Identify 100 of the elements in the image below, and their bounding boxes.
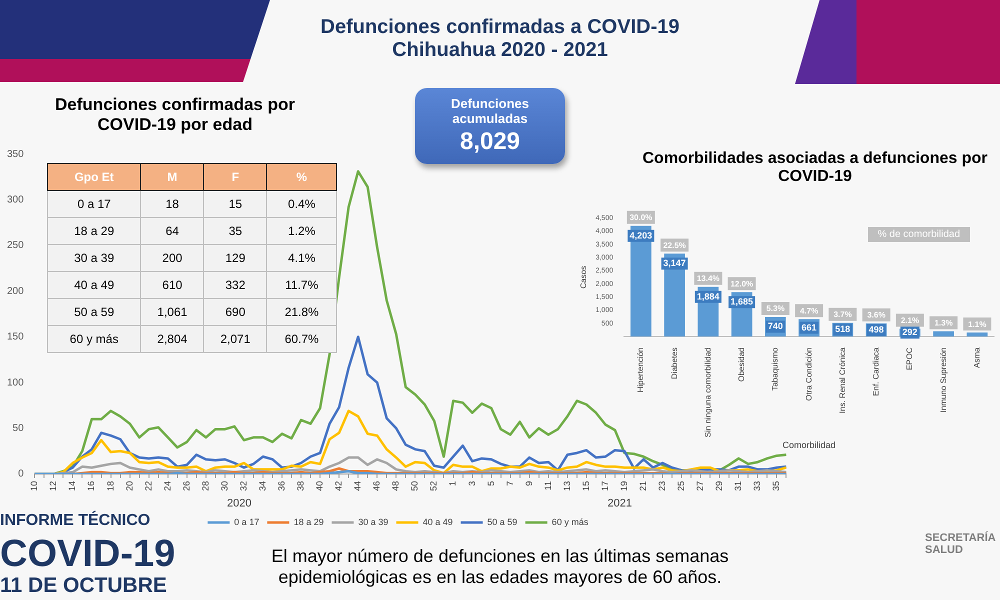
- category-label: %: [266, 164, 336, 190]
- x-tick-label: 15: [580, 480, 591, 492]
- annotation: 1.3%: [934, 318, 953, 328]
- x-tick-label: 24: [162, 480, 172, 492]
- x-tick-label: 3: [466, 480, 477, 486]
- annotation: 22.5%: [663, 240, 686, 250]
- annotation: 3.6%: [867, 310, 886, 320]
- data-label: 661: [802, 322, 817, 332]
- text: 18: [166, 197, 179, 211]
- data-label: 1,884: [696, 291, 720, 302]
- text: 64: [166, 224, 179, 238]
- text: 2020: [226, 498, 252, 510]
- category-label: 18 a 29: [74, 224, 114, 238]
- annotation: 13.4%: [696, 274, 720, 284]
- annotation: 8,029: [458, 128, 522, 156]
- text: SECRETARÍA SALUD: [925, 532, 996, 556]
- x-tick-label: 10: [29, 480, 40, 492]
- x-tick-label: 36: [276, 480, 287, 492]
- x-tick-label: 27: [695, 480, 706, 492]
- text: 610: [162, 278, 182, 292]
- text: Chihuahua 2020 - 2021: [391, 39, 609, 62]
- x-tick-label: 31: [733, 480, 744, 492]
- text: Defunciones acumuladas: [450, 95, 530, 126]
- x-tick-label: 28: [200, 480, 210, 492]
- x-tick-label: 26: [181, 480, 192, 492]
- text: 690: [225, 305, 246, 319]
- x-axis-title: Comorbilidad: [782, 440, 836, 450]
- category-label: 40 a 49: [74, 278, 114, 292]
- category-label: M: [140, 164, 204, 190]
- y-tick-label: 150: [6, 332, 24, 343]
- x-tick-label: 23: [657, 480, 668, 492]
- chart-title: Comorbilidades asociadas a defunciones por COVID-19: [642, 150, 988, 186]
- data-label: 292: [902, 327, 918, 338]
- x-tick-label: Sin ninguna comorbilidad: [703, 348, 712, 438]
- text: 21.8%: [284, 305, 319, 319]
- x-tick-label: 52: [428, 480, 439, 492]
- text: COVID-19: [0, 533, 176, 576]
- legend-label: 0 a 17: [234, 516, 260, 527]
- x-tick-label: 11: [542, 480, 553, 490]
- text: 332: [225, 278, 246, 292]
- legend-label: 60 y más: [552, 516, 589, 527]
- text: 129: [225, 251, 246, 265]
- data-label: 1,685: [730, 296, 754, 307]
- data-label: 3,147: [663, 258, 686, 268]
- x-tick-label: 44: [352, 480, 363, 492]
- data-label: 498: [868, 324, 884, 334]
- x-tick-label: Hipertención: [636, 348, 646, 392]
- x-tick-label: 46: [372, 480, 382, 492]
- text: 15: [228, 197, 242, 211]
- x-tick-label: 29: [714, 480, 724, 492]
- x-tick-label: 22: [143, 480, 154, 492]
- x-tick-label: 1: [448, 480, 458, 486]
- y-tick-label: 350: [6, 148, 24, 160]
- x-tick-label: Ins. Renal Crónica: [838, 346, 847, 414]
- x-tick-label: 21: [638, 480, 648, 492]
- x-tick-label: Diabetes: [670, 348, 679, 380]
- x-tick-label: 42: [334, 480, 344, 492]
- annotation: % de comorbilidad: [868, 227, 970, 242]
- text: Defunciones confirmadas a COVID-19: [320, 16, 680, 39]
- legend-label: 18 a 29: [294, 516, 324, 527]
- data-label: 740: [768, 321, 783, 332]
- x-tick-label: Inmuno Supresión: [938, 348, 948, 412]
- y-tick-label: 200: [6, 286, 24, 297]
- annotation: 4.7%: [800, 306, 818, 316]
- y-tick-label: 250: [6, 240, 24, 252]
- annotation: 12.0%: [730, 279, 754, 288]
- x-tick-label: Asma: [972, 346, 982, 368]
- text: 2021: [607, 498, 632, 510]
- x-tick-label: 14: [67, 480, 78, 492]
- y-tick-label: 50: [12, 423, 24, 434]
- x-tick-label: Enf. Cardiaca: [872, 346, 881, 396]
- x-tick-label: Otra Condición: [804, 348, 814, 401]
- x-tick-label: 33: [752, 480, 762, 492]
- x-tick-label: 40: [314, 480, 325, 492]
- x-tick-label: 34: [257, 480, 268, 492]
- y-axis-title: Casos: [579, 266, 588, 289]
- category-label: F: [204, 164, 267, 190]
- text: 11.7%: [285, 278, 318, 292]
- text: El mayor número de defunciones en las últimas semanas epidemiológicas es en las edades mayores de 60 años.: [270, 546, 730, 588]
- text: 4.1%: [288, 251, 316, 265]
- y-tick-label: 100: [6, 377, 24, 388]
- annotation: 1.1%: [968, 320, 986, 329]
- annotation: 5.3%: [766, 304, 785, 314]
- category-label: 30 a 39: [74, 251, 114, 265]
- legend-label: 50 a 59: [487, 516, 518, 527]
- text: 35: [228, 224, 242, 238]
- x-tick-label: 9: [524, 480, 534, 486]
- bar: [966, 332, 988, 336]
- bar: [933, 331, 954, 336]
- x-tick-label: EPOC: [905, 347, 914, 370]
- text: 200: [162, 251, 182, 265]
- x-tick-label: 5: [486, 480, 496, 486]
- y-tick-label: 0: [18, 468, 24, 480]
- text: 1,061: [157, 305, 188, 319]
- x-tick-label: Tabaquismo: [770, 346, 780, 391]
- legend-label: 30 a 39: [358, 516, 388, 527]
- x-tick-label: Obesidad: [737, 348, 746, 382]
- data-label: 4,203: [630, 230, 652, 240]
- x-tick-label: 18: [105, 480, 116, 492]
- category-label: 50 a 59: [74, 305, 114, 319]
